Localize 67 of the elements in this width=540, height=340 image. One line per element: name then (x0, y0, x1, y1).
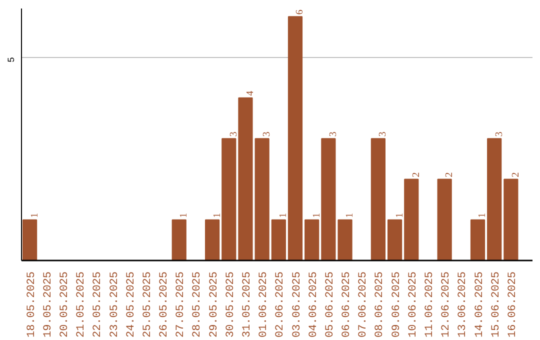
x-tick-label: 19.05.2025 (42, 271, 54, 338)
x-tick-label: 05.06.2025 (324, 271, 336, 338)
data-label: 3 (378, 132, 389, 137)
bar (370, 138, 386, 260)
x-tick-label: 15.06.2025 (490, 271, 502, 338)
x-tick-label: 10.06.2025 (407, 271, 420, 338)
x-tick-label: 31.05.2025 (241, 271, 254, 338)
data-label: 3 (228, 132, 240, 137)
bar (254, 138, 270, 260)
bar (304, 219, 320, 260)
x-tick-label: 30.05.2025 (224, 271, 237, 338)
y-tick-label: 5 (6, 57, 16, 62)
data-label: 1 (212, 212, 223, 218)
x-tick-label: 16.06.2025 (506, 271, 519, 338)
x-tick-label: 26.05.2025 (158, 271, 171, 338)
bar (487, 138, 502, 260)
bar (222, 138, 236, 260)
x-tick-label: 18.05.2025 (26, 271, 38, 338)
x-tick-label: 22.05.2025 (92, 271, 104, 338)
bar (404, 178, 419, 260)
x-tick-label: 08.06.2025 (374, 271, 386, 338)
bar (338, 219, 352, 260)
bar (288, 16, 303, 260)
bar (238, 97, 253, 260)
x-tick-label: 04.06.2025 (308, 271, 320, 338)
bar (470, 219, 486, 260)
data-label: 1 (311, 212, 322, 218)
x-tick-label: 23.05.2025 (108, 271, 121, 338)
data-label: 2 (444, 172, 456, 178)
bar (321, 138, 336, 260)
bar (22, 219, 38, 260)
data-label: 6 (294, 10, 306, 15)
x-tick-label: 27.05.2025 (175, 271, 188, 338)
x-tick-label: 07.06.2025 (358, 271, 370, 338)
x-tick-label: 28.05.2025 (192, 271, 204, 338)
x-tick-label: 14.06.2025 (474, 271, 486, 338)
data-label: 1 (394, 212, 406, 218)
data-label: 2 (510, 172, 522, 178)
data-label: 2 (410, 172, 422, 178)
bar (172, 219, 186, 260)
x-tick-label: 03.06.2025 (291, 271, 304, 338)
x-tick-label: 02.06.2025 (274, 271, 287, 338)
bar (437, 178, 452, 260)
x-tick-label: 06.06.2025 (341, 271, 354, 338)
x-tick-label: 29.05.2025 (208, 271, 220, 338)
x-tick-label: 25.05.2025 (142, 271, 154, 338)
bar (271, 219, 286, 260)
x-tick-label: 11.06.2025 (424, 271, 436, 338)
x-tick-label: 24.05.2025 (125, 271, 138, 338)
x-tick-label: 20.05.2025 (58, 271, 71, 338)
x-tick-label: 13.06.2025 (457, 271, 470, 338)
data-label: 1 (477, 212, 488, 218)
data-label: 1 (29, 212, 40, 218)
data-label: 3 (328, 132, 339, 137)
x-tick-label: 12.06.2025 (440, 271, 453, 338)
data-label: 3 (262, 132, 273, 137)
data-label: 3 (494, 132, 505, 137)
data-label: 1 (344, 212, 356, 218)
data-label: 4 (244, 90, 256, 96)
x-tick-label: 01.06.2025 (258, 271, 270, 338)
bar (204, 219, 220, 260)
bar (387, 219, 402, 260)
bar (504, 178, 518, 260)
x-tick-label: 21.05.2025 (76, 271, 88, 338)
x-tick-label: 09.06.2025 (390, 271, 403, 338)
data-label: 1 (178, 212, 190, 218)
data-label: 1 (278, 212, 290, 218)
